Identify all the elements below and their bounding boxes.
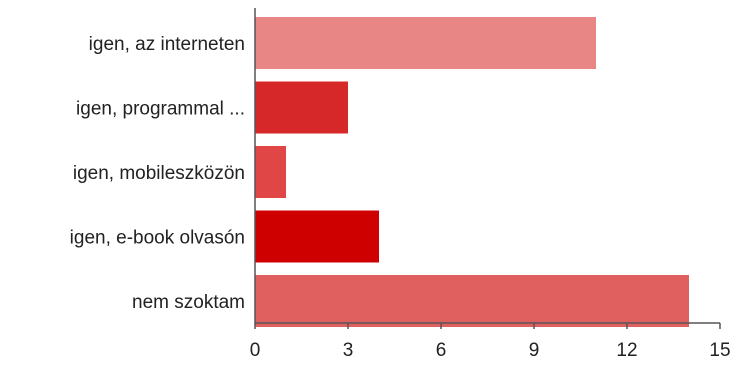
category-labels: igen, az interneten igen, programmal ... i…: [70, 34, 245, 313]
category-label-4: igen, e-book olvasón: [70, 228, 245, 249]
category-label-3: igen, mobileszközön: [73, 163, 245, 184]
bar-5: [255, 275, 689, 327]
bars-group: [255, 17, 689, 327]
x-tick-label-9: 9: [529, 340, 540, 361]
x-tick-label-6: 6: [436, 340, 447, 361]
x-tick-label-15: 15: [709, 340, 730, 361]
category-label-1: igen, az interneten: [89, 34, 245, 55]
bar-1: [255, 17, 596, 69]
x-tick-label-12: 12: [616, 340, 637, 361]
x-axis: 0 3 6 9 12 15: [250, 322, 731, 361]
x-tick-label-3: 3: [343, 340, 354, 361]
category-label-2: igen, programmal ...: [76, 99, 245, 120]
x-tick-label-0: 0: [250, 340, 261, 361]
category-label-5: nem szoktam: [132, 292, 245, 313]
bar-3: [255, 146, 286, 198]
bar-2: [255, 81, 348, 134]
bar-4: [255, 210, 379, 263]
